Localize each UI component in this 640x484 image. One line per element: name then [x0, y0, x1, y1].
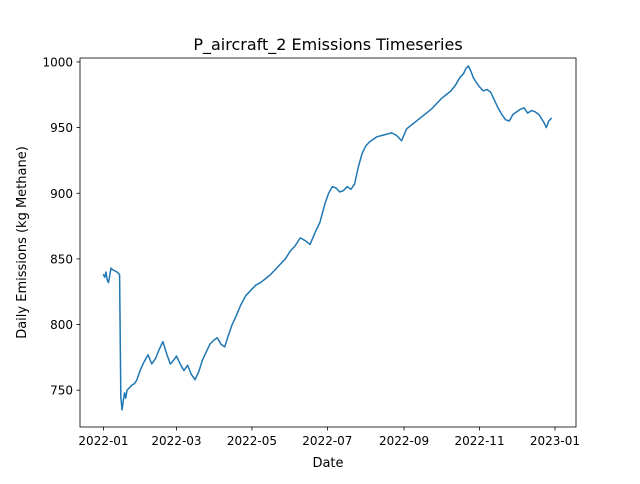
y-axis: 750 800 850 900 950 1000 [42, 55, 80, 398]
axes-frame [79, 57, 577, 428]
plot-series-group [102, 65, 553, 411]
y-tick-label: 750 [50, 384, 73, 398]
x-tick-label: 2022-07 [302, 434, 352, 448]
x-tick-label: 2022-05 [227, 434, 277, 448]
y-tick-label: 800 [50, 318, 73, 332]
x-tick-label: 2022-11 [454, 434, 504, 448]
x-tick-label: 2023-01 [530, 434, 580, 448]
y-tick-label: 900 [50, 187, 73, 201]
emissions-series-line-0 [102, 65, 553, 411]
x-tick-label: 2022-09 [379, 434, 429, 448]
y-tick-label: 850 [50, 252, 73, 266]
y-axis-label: Daily Emissions (kg Methane) [15, 146, 30, 339]
chart-title: P_aircraft_2 Emissions Timeseries [193, 35, 462, 55]
x-axis: 2022-01 2022-03 2022-05 2022-07 2022-09 2022-… [78, 427, 580, 448]
x-tick-label: 2022-03 [151, 434, 201, 448]
x-axis-label: Date [312, 456, 343, 471]
y-tick-label: 1000 [42, 55, 73, 69]
x-tick-label: 2022-01 [78, 434, 128, 448]
y-tick-label: 950 [50, 121, 73, 135]
